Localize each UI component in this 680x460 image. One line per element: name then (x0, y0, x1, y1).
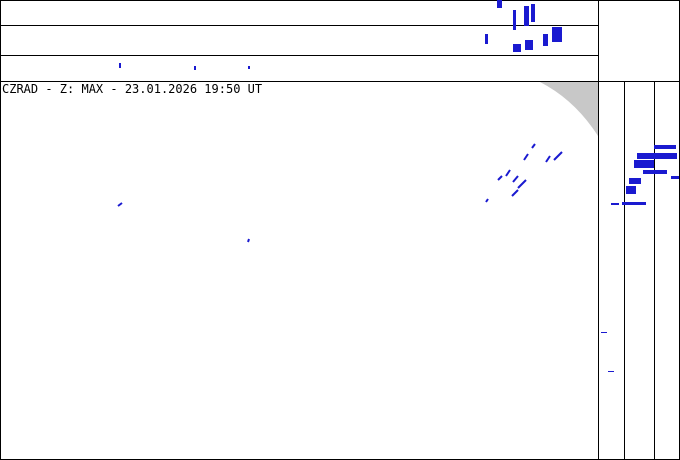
title: CZRAD - Z: MAX - 23.01.2026 19:50 UT (2, 82, 262, 96)
echoes-top (119, 0, 562, 70)
no-coverage-area (540, 82, 598, 136)
echoes-side (601, 145, 679, 372)
echoes-main (117, 143, 563, 243)
